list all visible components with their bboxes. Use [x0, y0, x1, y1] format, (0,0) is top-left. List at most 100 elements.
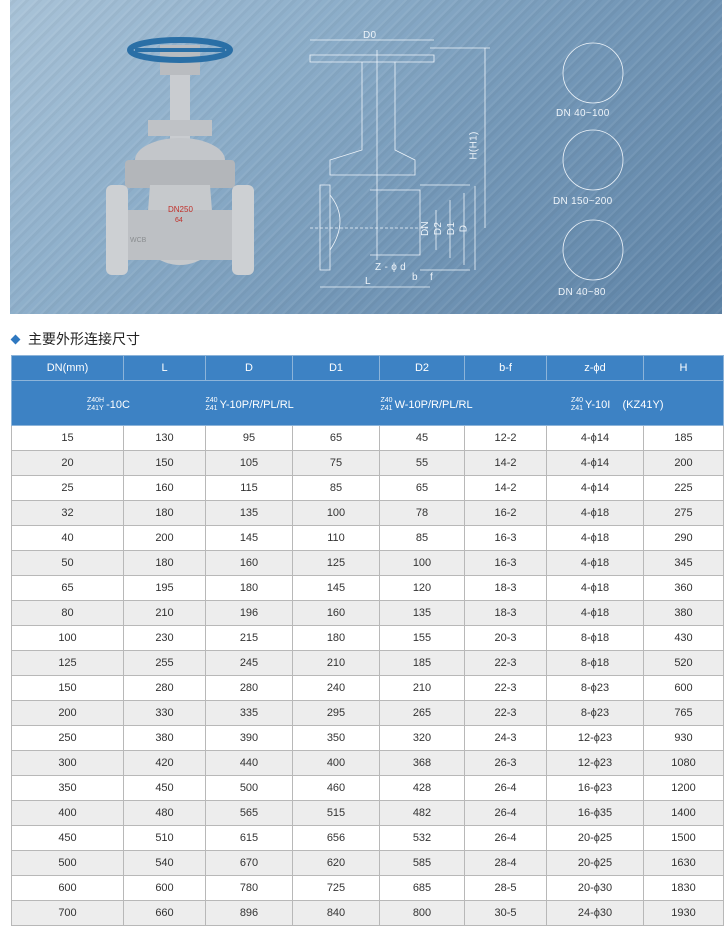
table-cell: 460: [292, 775, 380, 801]
table-cell: 65: [292, 425, 380, 451]
table-cell: 12-ϕ23: [546, 750, 644, 776]
table-cell: 210: [379, 675, 465, 701]
product-banner: DN250 64 WCB D0 H(H1) DN D2: [10, 0, 722, 314]
technical-drawing: [309, 39, 624, 288]
table-cell: 18-3: [464, 575, 547, 601]
table-cell: 24-ϕ30: [546, 900, 644, 926]
model-cell: Z40 Z41 Y-10I (KZ41Y): [546, 380, 724, 426]
table-cell: 1630: [643, 850, 724, 876]
table-row: 400 480 565 515 482 26-4 16-ϕ35 1400: [11, 800, 724, 826]
table-cell: 620: [292, 850, 380, 876]
table-cell: 16-ϕ35: [546, 800, 644, 826]
photo-size-marking: DN250: [168, 205, 193, 214]
table-cell: 16-3: [464, 550, 547, 576]
table-cell: 930: [643, 725, 724, 751]
table-cell: 65: [379, 475, 465, 501]
table-cell: 250: [11, 725, 124, 751]
column-header: D: [205, 355, 293, 381]
table-cell: 15: [11, 425, 124, 451]
table-cell: 428: [379, 775, 465, 801]
table-cell: 245: [205, 650, 293, 676]
drawing-label-d2: D2: [433, 221, 445, 236]
table-cell: 26-4: [464, 775, 547, 801]
detail-label: DN 150~200: [553, 196, 613, 207]
table-cell: 14-2: [464, 475, 547, 501]
table-row: 450 510 615 656 532 26-4 20-ϕ25 1500: [11, 825, 724, 851]
table-cell: 345: [643, 550, 724, 576]
table-cell: 225: [643, 475, 724, 501]
table-cell: 100: [292, 500, 380, 526]
table-cell: 12-2: [464, 425, 547, 451]
drawing-label-d1: D1: [446, 221, 458, 236]
table-cell: 20-3: [464, 625, 547, 651]
table-cell: 780: [205, 875, 293, 901]
drawing-label-dn: DN: [420, 220, 432, 237]
column-header: H: [643, 355, 724, 381]
table-cell: 600: [123, 875, 206, 901]
table-cell: 100: [11, 625, 124, 651]
table-cell: 380: [643, 600, 724, 626]
table-row: 125 255 245 210 185 22-3 8-ϕ18 520: [11, 650, 724, 676]
table-cell: 18-3: [464, 600, 547, 626]
table-cell: 320: [379, 725, 465, 751]
table-cell: 28-4: [464, 850, 547, 876]
table-cell: 80: [11, 600, 124, 626]
table-row: 600 600 780 725 685 28-5 20-ϕ30 1830: [11, 875, 724, 901]
table-cell: 150: [123, 450, 206, 476]
table-header-row: DN(mm) L D D1 D2 b-f z-ϕd H: [11, 355, 724, 381]
table-cell: 155: [379, 625, 465, 651]
table-cell: 450: [123, 775, 206, 801]
table-cell: 180: [292, 625, 380, 651]
table-cell: 430: [643, 625, 724, 651]
section-title-text: 主要外形连接尺寸: [28, 331, 140, 347]
table-cell: 16-ϕ23: [546, 775, 644, 801]
table-cell: 200: [643, 450, 724, 476]
table-cell: 45: [379, 425, 465, 451]
table-cell: 95: [205, 425, 293, 451]
table-cell: 656: [292, 825, 380, 851]
table-cell: 255: [123, 650, 206, 676]
table-cell: 75: [292, 450, 380, 476]
table-cell: 32: [11, 500, 124, 526]
table-cell: 368: [379, 750, 465, 776]
table-cell: 160: [205, 550, 293, 576]
table-row: 500 540 670 620 585 28-4 20-ϕ25 1630: [11, 850, 724, 876]
dimensions-table: DN(mm) L D D1 D2 b-f z-ϕd H Z40H Z41Y -10C…: [11, 355, 724, 926]
model-row: Z40H Z41Y -10C Z40 Z41 Y-10P/R/PL/RL Z40 Z41 W…: [11, 380, 724, 426]
table-cell: 22-3: [464, 650, 547, 676]
drawing-label-h: H(H1): [468, 131, 480, 160]
table-cell: 210: [123, 600, 206, 626]
table-cell: 4-ϕ14: [546, 450, 644, 476]
table-cell: 14-2: [464, 450, 547, 476]
table-cell: 230: [123, 625, 206, 651]
table-cell: 16-2: [464, 500, 547, 526]
table-cell: 20: [11, 450, 124, 476]
table-cell: 180: [123, 500, 206, 526]
table-cell: 532: [379, 825, 465, 851]
table-row: 50 180 160 125 100 16-3 4-ϕ18 345: [11, 550, 724, 576]
drawing-label-b: b: [412, 272, 418, 283]
table-cell: 1500: [643, 825, 724, 851]
valve-illustration: DN250 64 WCB: [106, 37, 624, 288]
column-header: DN(mm): [11, 355, 124, 381]
table-cell: 515: [292, 800, 380, 826]
table-cell: 180: [205, 575, 293, 601]
table-cell: 130: [123, 425, 206, 451]
table-cell: 200: [11, 700, 124, 726]
table-cell: 380: [123, 725, 206, 751]
table-row: 100 230 215 180 155 20-3 8-ϕ18 430: [11, 625, 724, 651]
table-row: 80 210 196 160 135 18-3 4-ϕ18 380: [11, 600, 724, 626]
table-cell: 85: [379, 525, 465, 551]
table-cell: 685: [379, 875, 465, 901]
table-cell: 22-3: [464, 700, 547, 726]
table-cell: 800: [379, 900, 465, 926]
table-cell: 4-ϕ18: [546, 600, 644, 626]
table-cell: 700: [11, 900, 124, 926]
table-cell: 840: [292, 900, 380, 926]
drawing-label-d: D: [458, 224, 470, 233]
table-cell: 55: [379, 450, 465, 476]
table-cell: 400: [292, 750, 380, 776]
drawing-label-d0: D0: [363, 30, 377, 41]
table-cell: 115: [205, 475, 293, 501]
model-cell: Z40 Z41 W-10P/R/PL/RL: [379, 380, 547, 426]
